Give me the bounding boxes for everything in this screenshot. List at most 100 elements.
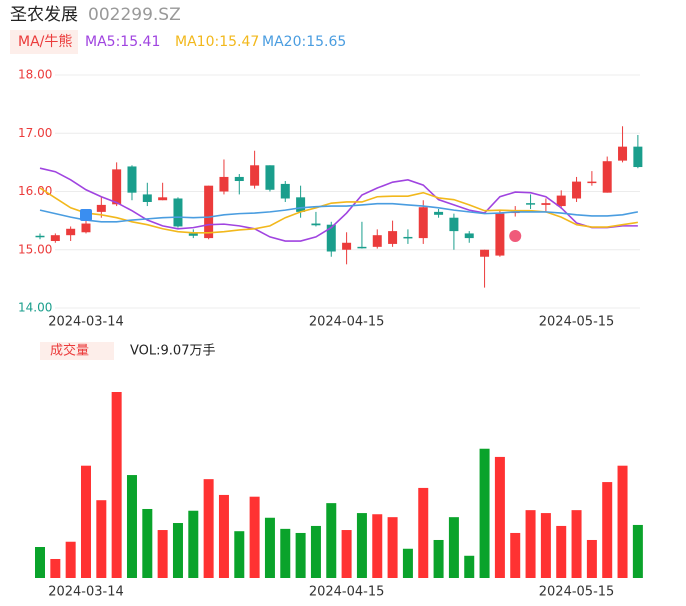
candle-body xyxy=(35,235,45,238)
candle-body xyxy=(449,217,459,232)
candle-body xyxy=(142,194,152,202)
volume-bar xyxy=(556,525,567,578)
volume-bar xyxy=(264,517,275,578)
x-tick-label: 2024-05-15 xyxy=(539,315,615,330)
volume-bar xyxy=(387,517,398,578)
volume-bar xyxy=(172,523,183,578)
candle-body xyxy=(480,249,490,257)
volume-bar xyxy=(479,448,490,578)
volume-bar xyxy=(433,539,444,578)
volume-bar xyxy=(586,539,597,578)
volume-bar xyxy=(249,496,260,578)
candle-body xyxy=(234,176,244,182)
candle-body xyxy=(602,161,612,193)
candle-body xyxy=(127,166,137,193)
x-tick-label: 2024-04-15 xyxy=(309,585,385,600)
volume-legend: VOL:9.07万手 xyxy=(130,344,215,359)
volume-bar xyxy=(326,503,337,578)
volume-bar xyxy=(157,530,168,578)
volume-bar xyxy=(494,456,505,578)
volume-bar xyxy=(188,510,199,578)
legend-entry: MA5:15.41 xyxy=(85,34,160,50)
x-tick-label: 2024-05-15 xyxy=(539,585,615,600)
volume-bar xyxy=(295,532,306,578)
ma-line xyxy=(39,167,638,242)
candle-body xyxy=(618,146,628,161)
volume-bar xyxy=(418,487,429,578)
volume-bar xyxy=(310,525,321,578)
candle-body xyxy=(311,223,321,226)
candle-body xyxy=(587,181,597,184)
candle-body xyxy=(372,235,382,247)
candle-body xyxy=(250,165,260,186)
volume-bar xyxy=(602,482,613,578)
y-tick-label: 18.00 xyxy=(18,68,52,82)
y-tick-label: 15.00 xyxy=(18,242,52,256)
volume-bar xyxy=(80,465,91,578)
y-tick-label: 14.00 xyxy=(18,301,52,315)
candle-body xyxy=(265,165,275,190)
candle-body xyxy=(280,183,290,199)
candle-body xyxy=(572,181,582,199)
volume-bar xyxy=(50,558,61,578)
volume-bar xyxy=(617,465,628,578)
candle-body xyxy=(219,176,229,192)
x-tick-label: 2024-04-15 xyxy=(309,315,385,330)
indicator-box[interactable] xyxy=(10,30,78,54)
volume-bar xyxy=(540,513,551,578)
stock-code: 002299.SZ xyxy=(88,5,181,25)
candle-body xyxy=(173,198,183,227)
volume-bar xyxy=(126,475,137,578)
volume-bar xyxy=(402,548,413,578)
candle-body xyxy=(633,146,643,168)
volume-bar xyxy=(525,510,536,578)
candle-body xyxy=(403,236,413,239)
candle-body xyxy=(342,242,352,250)
stock-name: 圣农发展 xyxy=(10,5,78,25)
candle-body xyxy=(495,213,505,256)
candle-body xyxy=(112,169,122,205)
volume-bar xyxy=(35,547,45,578)
event-marker xyxy=(509,230,522,242)
indicator-label[interactable]: MA/牛熊 xyxy=(18,34,72,50)
volume-title[interactable]: 成交量 xyxy=(50,343,89,359)
volume-bar xyxy=(96,500,107,578)
ma-line xyxy=(39,202,639,223)
volume-bar xyxy=(341,530,352,578)
y-tick-label: 16.00 xyxy=(18,184,52,198)
volume-bar xyxy=(203,479,214,578)
volume-bar xyxy=(356,513,367,578)
volume-bar xyxy=(510,532,521,578)
ma-line xyxy=(39,187,638,234)
legend-entry: MA10:15.47 xyxy=(175,34,259,50)
volume-bar xyxy=(280,528,291,578)
candle-body xyxy=(418,207,428,239)
candle-body xyxy=(96,204,106,212)
volume-bar xyxy=(448,517,459,578)
candle-body xyxy=(81,223,91,233)
volume-bar xyxy=(234,531,245,578)
volume-box[interactable] xyxy=(40,342,114,360)
candle-body xyxy=(357,246,367,249)
volume-bar xyxy=(142,508,153,578)
volume-bar xyxy=(218,494,229,578)
candle-body xyxy=(204,185,214,239)
candle-body xyxy=(50,235,60,242)
legend-entry: MA20:15.65 xyxy=(262,34,346,50)
x-tick-label: 2024-03-14 xyxy=(48,585,124,600)
candle-body xyxy=(541,203,551,205)
candle-body xyxy=(296,197,306,212)
candle-body xyxy=(66,228,76,236)
candle-body xyxy=(464,233,474,239)
candle-body xyxy=(388,231,398,244)
candle-body xyxy=(526,203,536,205)
volume-bar xyxy=(111,392,122,578)
volume-bar xyxy=(632,524,643,578)
volume-bar xyxy=(464,555,475,578)
candle-body xyxy=(188,233,198,236)
volume-bar xyxy=(372,514,383,578)
y-tick-label: 17.00 xyxy=(18,126,52,140)
volume-bar xyxy=(571,510,582,578)
event-marker xyxy=(79,209,92,221)
